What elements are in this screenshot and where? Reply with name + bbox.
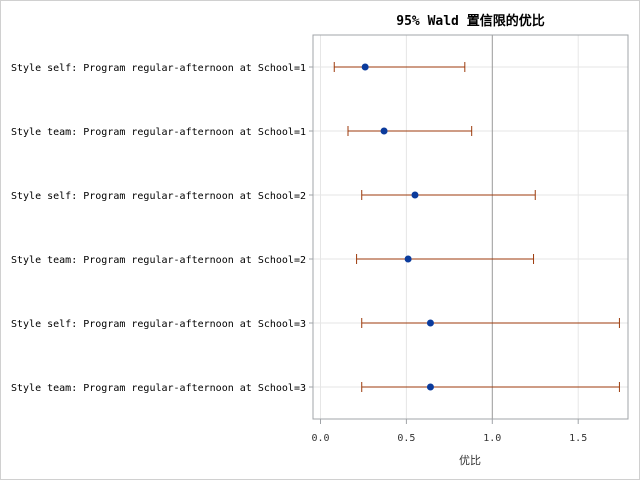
x-tick-label: 0.0 <box>311 433 329 444</box>
y-axis-label: Style self: Program regular-afternoon at… <box>11 63 306 74</box>
chart-title: 95% Wald 置信限的优比 <box>396 14 545 29</box>
x-tick-label: 1.5 <box>569 433 587 444</box>
y-axis-label: Style self: Program regular-afternoon at… <box>11 191 306 202</box>
x-tick-label: 0.5 <box>397 433 415 444</box>
estimate-marker <box>426 319 434 327</box>
y-axis-label: Style team: Program regular-afternoon at… <box>11 255 306 266</box>
estimate-marker <box>411 191 419 199</box>
estimate-marker <box>380 127 388 135</box>
y-axis-label: Style team: Program regular-afternoon at… <box>11 127 306 138</box>
plot-frame <box>312 34 629 420</box>
x-axis-label: 优比 <box>459 454 481 467</box>
estimate-marker <box>404 255 412 263</box>
x-tick-label: 1.0 <box>483 433 501 444</box>
estimate-marker <box>426 383 434 391</box>
y-axis-label: Style self: Program regular-afternoon at… <box>11 319 306 330</box>
estimate-marker <box>361 63 369 71</box>
y-axis-label: Style team: Program regular-afternoon at… <box>11 383 306 394</box>
